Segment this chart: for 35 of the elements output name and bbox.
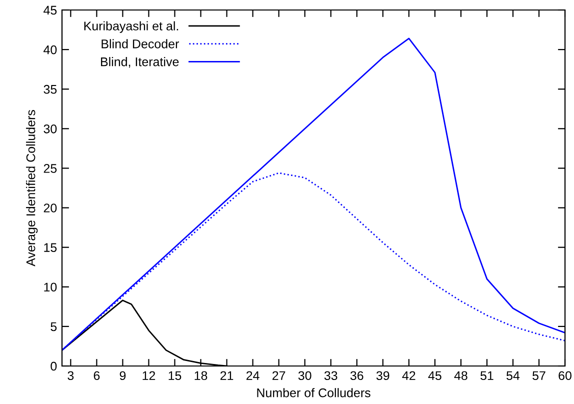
x-tick-label: 9 [120, 371, 126, 380]
y-tick-label: 10 [44, 282, 57, 292]
x-tick-label: 54 [506, 371, 520, 380]
x-tick-label: 30 [298, 371, 312, 380]
x-tick-label: 36 [350, 371, 364, 380]
y-tick-label: 30 [44, 124, 57, 134]
x-tick-label: 48 [454, 371, 468, 380]
legend-label: Blind Decoder [102, 39, 179, 48]
x-tick-label: 6 [94, 371, 100, 380]
y-tick-label: 40 [44, 45, 57, 54]
x-tick-label: 12 [142, 371, 156, 380]
x-tick-label: 57 [532, 371, 546, 380]
x-tick-label: 45 [428, 371, 442, 380]
x-tick-label: 33 [324, 371, 338, 380]
x-tick-label: 39 [376, 371, 390, 380]
x-tick-label: 51 [480, 371, 494, 380]
x-axis-title: Number of Colluders [257, 388, 370, 398]
y-tick-label: 45 [44, 6, 57, 15]
x-tick-label: 15 [168, 371, 182, 380]
x-tick-label: 42 [402, 371, 416, 380]
legend-label: Kuribayashi et al. [84, 21, 178, 33]
y-tick-label: 25 [44, 164, 57, 173]
y-tick-label: 20 [44, 204, 57, 212]
x-tick-label: 60 [558, 371, 572, 380]
x-tick-label: 21 [220, 371, 234, 380]
y-tick-label: 5 [50, 322, 57, 332]
y-axis-title: Average Identified Colluders [26, 110, 38, 266]
y-tick-label: 15 [44, 243, 57, 252]
x-tick-label: 3 [68, 371, 74, 380]
legend-label: Blind, Iterative [101, 57, 179, 68]
x-tick-label: 18 [194, 371, 208, 380]
y-tick-label: 35 [44, 84, 57, 94]
y-tick-label: 0 [50, 362, 57, 371]
x-tick-label: 24 [246, 371, 260, 380]
x-tick-label: 27 [272, 371, 286, 380]
